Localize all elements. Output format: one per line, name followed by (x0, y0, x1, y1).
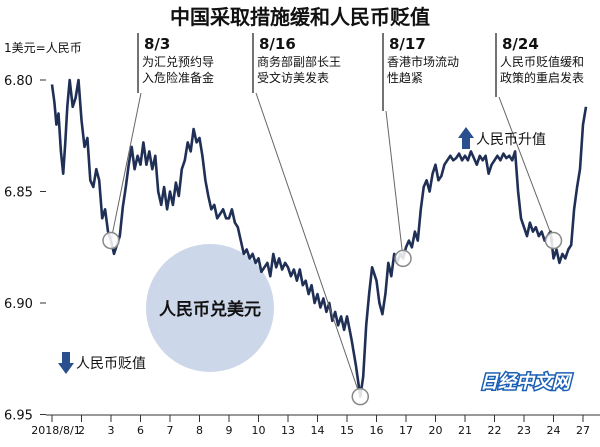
depreciation-label: 人民币贬值 (58, 352, 146, 374)
x-tick-label: 16 (370, 424, 384, 437)
bubble-circle (146, 244, 274, 372)
leader-line (498, 96, 554, 241)
x-tick-label: 13 (281, 424, 295, 437)
annotation-text: 为汇兑预约导 (142, 54, 214, 69)
x-tick-label: 6 (137, 424, 144, 437)
x-tick-label: 21 (458, 424, 472, 437)
annotation-text: 香港市场流动 (387, 54, 459, 69)
x-tick-label: 2018/8/1 (31, 424, 80, 437)
annotation-date: 8/17 (389, 35, 426, 53)
annotation-text: 政策的重启发表 (500, 70, 584, 85)
event-marker (394, 249, 412, 268)
annotation-text: 受文访美发表 (257, 70, 329, 85)
leader-line (110, 92, 142, 241)
x-tick-label: 9 (226, 424, 233, 437)
up-arrow-icon (458, 127, 474, 149)
x-tick-label: 10 (252, 424, 266, 437)
rate-bubble: 人民币兑美元 (146, 244, 274, 372)
x-tick-label: 23 (517, 424, 531, 437)
x-tick-label: 27 (576, 424, 590, 437)
x-tick-label: 15 (340, 424, 354, 437)
annotations: 8/3为汇兑预约导入危险准备金8/16商务部副部长王受文访美发表8/17香港市场… (102, 33, 584, 406)
x-tick-label: 17 (399, 424, 413, 437)
x-tick-labels: 2018/8/12 3 6 7 8 9 10 13 14 15 16 17 20 21 22 23 24 27 (31, 424, 590, 437)
bubble-label: 人民币兑美元 (159, 299, 261, 320)
y-tick-label: 6.80 (4, 74, 33, 89)
y-tick-labels: 6.80 6.85 6.90 6.95 (4, 74, 33, 424)
up-arrow-text: 人民币升值 (476, 132, 546, 148)
leader-line (255, 92, 361, 397)
x-tick-label: 14 (311, 424, 325, 437)
x-tick-label: 20 (429, 424, 443, 437)
annotation-date: 8/3 (144, 35, 170, 53)
x-tick-label: 22 (488, 424, 502, 437)
watermark: 日经中文网 (480, 372, 573, 393)
appreciation-label: 人民币升值 (458, 127, 546, 149)
x-tick-label: 2 (78, 424, 85, 437)
down-arrow-icon (58, 352, 74, 374)
x-tick-label: 24 (547, 424, 561, 437)
event-marker (102, 231, 120, 250)
event-marker (351, 387, 370, 406)
leader-line (385, 110, 404, 259)
y-tick-label: 6.95 (4, 409, 33, 424)
y-tick-label: 6.85 (4, 186, 33, 201)
x-tick-label: 7 (167, 424, 174, 437)
event-marker (544, 231, 563, 250)
series-line (50, 78, 588, 398)
y-axis-label: 1美元=人民币 (4, 41, 82, 55)
chart-title: 中国采取措施缓和人民币贬值 (170, 5, 430, 29)
y-tick-label: 6.90 (4, 297, 33, 312)
chart-grid (40, 79, 600, 422)
down-arrow-text: 人民币贬值 (76, 356, 146, 372)
annotation-text: 入危险准备金 (142, 70, 214, 85)
annotation-text: 人民币贬值缓和 (500, 54, 584, 69)
annotation-date: 8/16 (259, 35, 296, 53)
x-tick-label: 3 (108, 424, 115, 437)
annotation-text: 商务部副部长王 (257, 54, 341, 69)
annotation-date: 8/24 (502, 35, 539, 53)
annotation-text: 性趋紧 (387, 71, 423, 85)
x-tick-label: 8 (196, 424, 203, 437)
